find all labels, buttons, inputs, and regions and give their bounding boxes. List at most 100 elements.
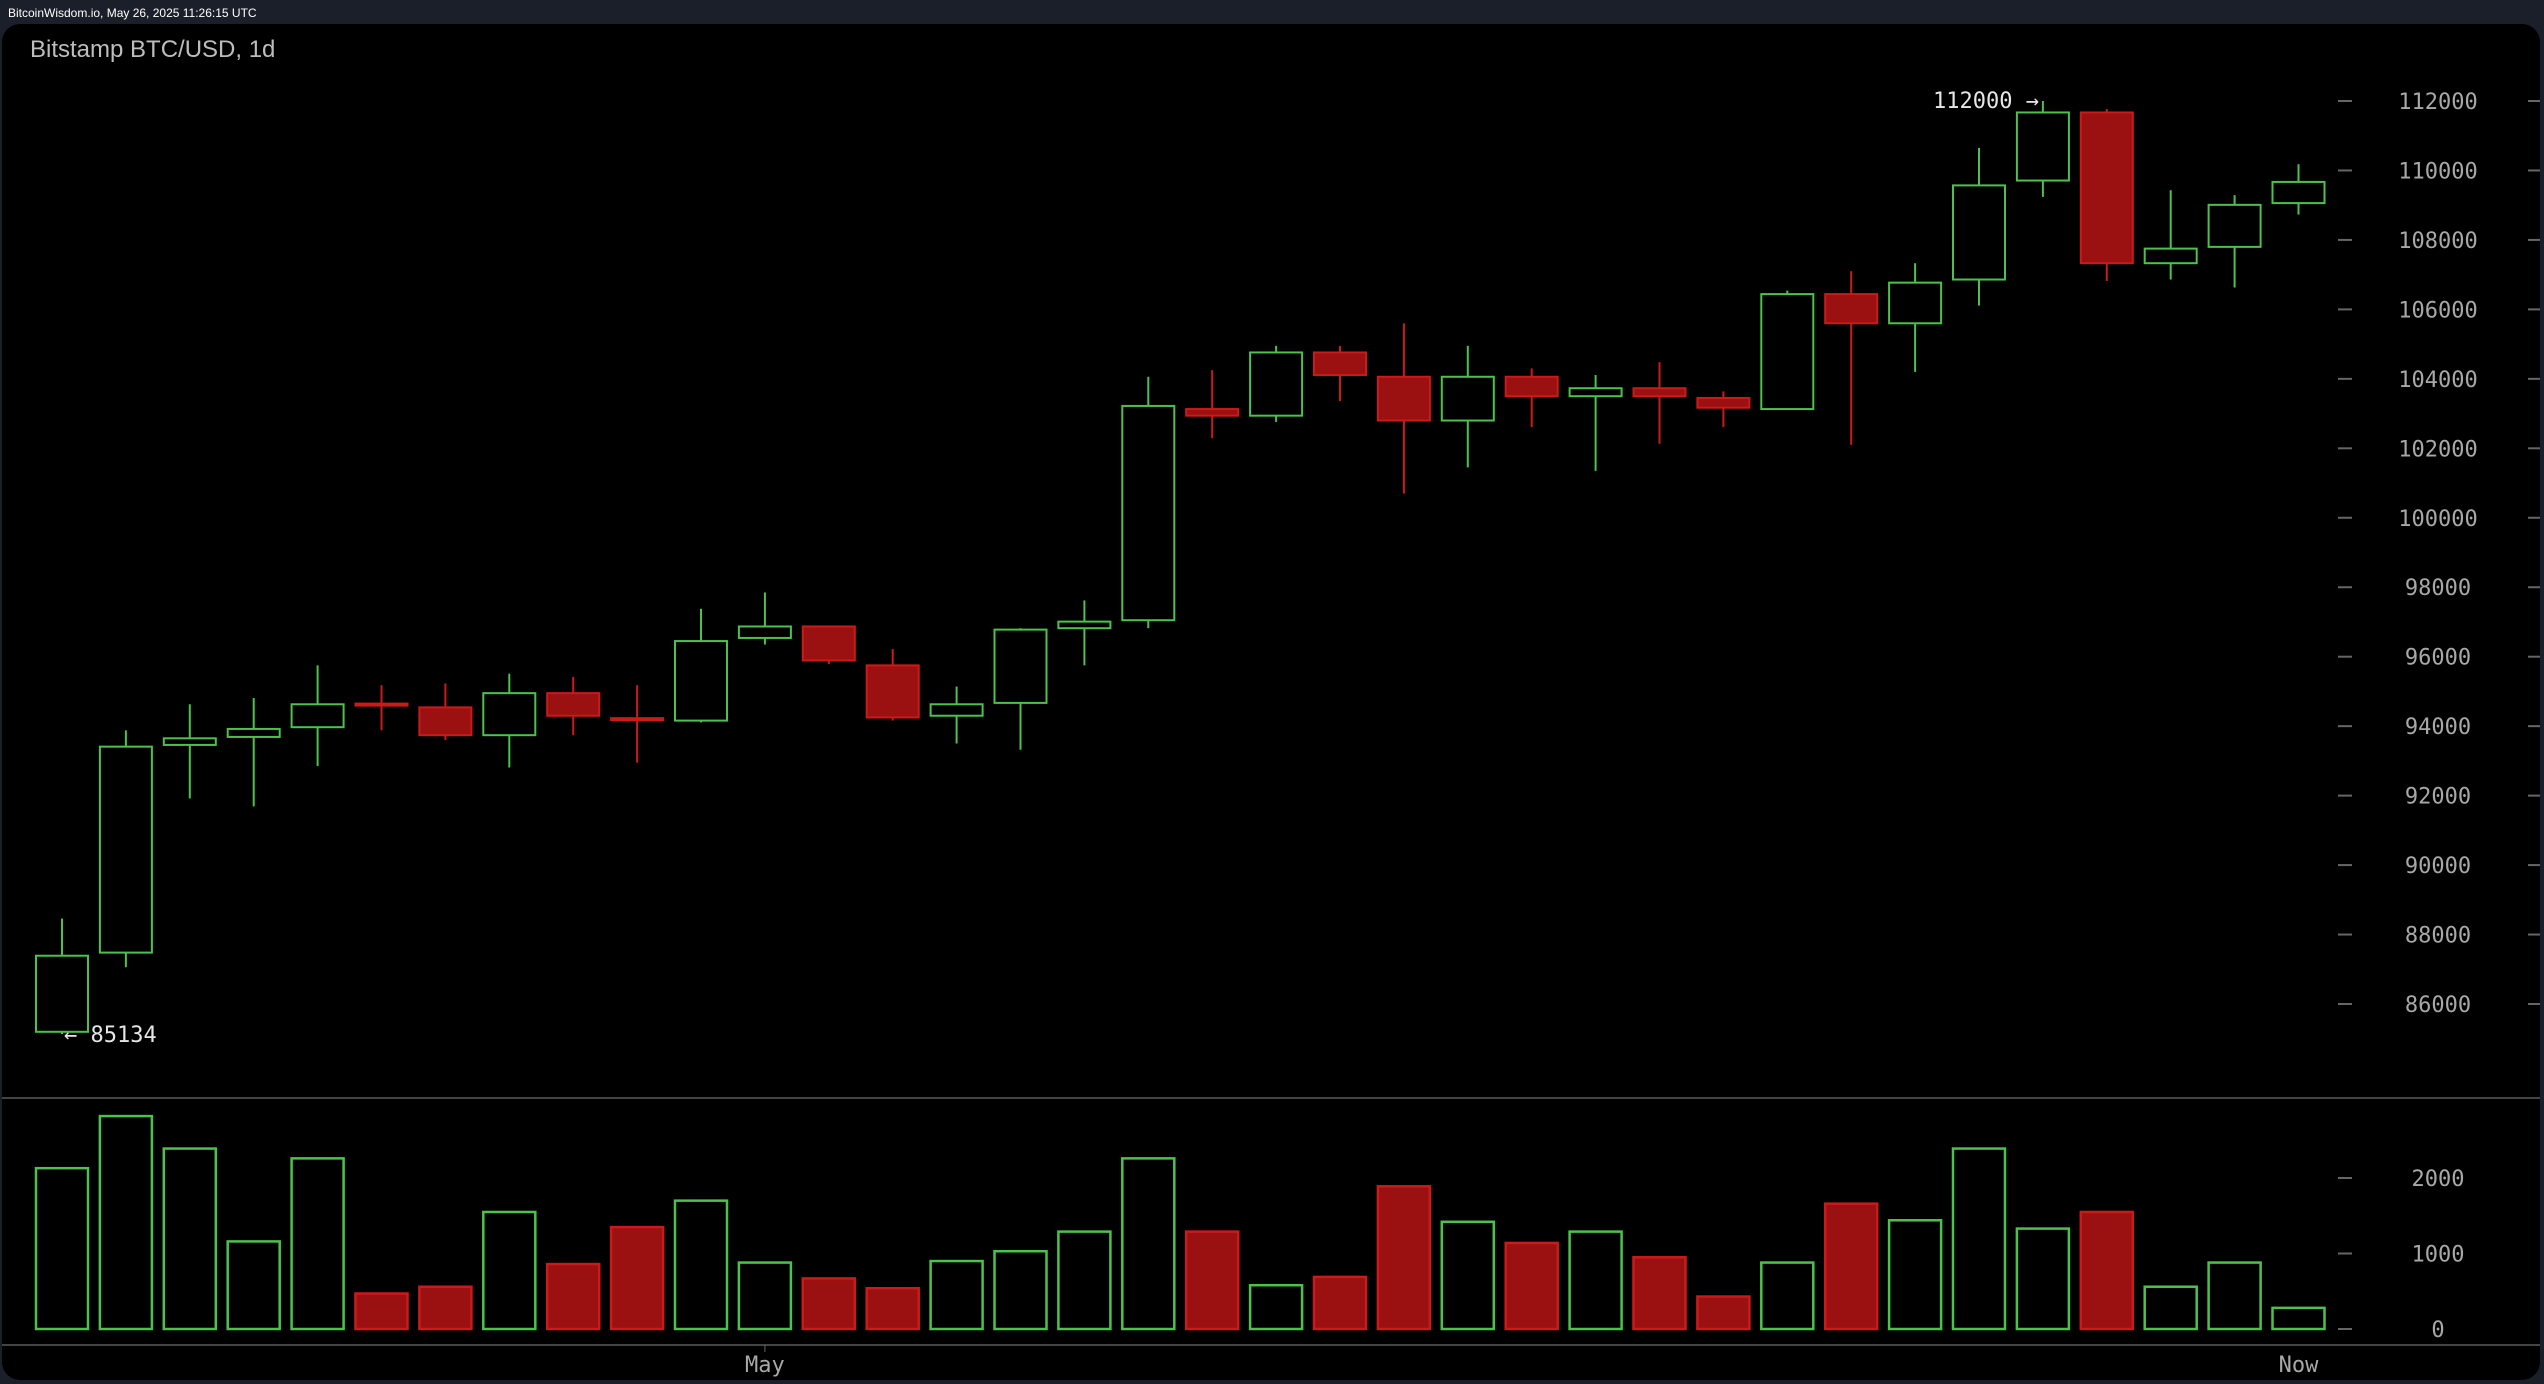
bullish-candle[interactable] xyxy=(98,730,153,968)
bullish-candle[interactable] xyxy=(1952,147,2006,306)
volume-bar-down[interactable] xyxy=(1632,1256,1687,1331)
source-timestamp: BitcoinWisdom.io, May 26, 2025 11:26:15 … xyxy=(8,6,257,20)
bullish-candle[interactable] xyxy=(1760,290,1815,411)
bullish-candle[interactable] xyxy=(1440,345,1495,468)
bullish-candle[interactable] xyxy=(35,918,89,1035)
candle-body xyxy=(2015,111,2070,182)
bearish-candle[interactable] xyxy=(1696,391,1751,428)
candle-body xyxy=(929,703,984,717)
bearish-candle[interactable] xyxy=(801,625,856,664)
candle-body xyxy=(801,625,856,662)
candle-body xyxy=(482,692,537,737)
bullish-candle[interactable] xyxy=(2271,164,2326,215)
volume-bar-down[interactable] xyxy=(801,1277,857,1331)
bearish-candle[interactable] xyxy=(1376,323,1431,494)
chart-title: Bitstamp BTC/USD, 1d xyxy=(30,36,276,63)
volume-bar-up[interactable] xyxy=(482,1210,537,1331)
volume-bar-up[interactable] xyxy=(2271,1306,2326,1331)
price-tick-label: 88000 xyxy=(2405,924,2471,949)
volume-bar-up[interactable] xyxy=(1057,1230,1112,1331)
volume-bar-down[interactable] xyxy=(1376,1185,1432,1331)
volume-bar-down[interactable] xyxy=(1696,1295,1751,1331)
candle-body xyxy=(674,640,728,722)
volume-bar-up[interactable] xyxy=(34,1166,90,1331)
bearish-candle[interactable] xyxy=(1824,271,1879,445)
bullish-candle[interactable] xyxy=(290,665,345,767)
candle-body xyxy=(1760,293,1815,411)
bullish-candle[interactable] xyxy=(737,592,792,645)
bullish-candle[interactable] xyxy=(226,698,281,807)
volume-bar-up[interactable] xyxy=(1121,1157,1176,1331)
bearish-candle[interactable] xyxy=(418,683,473,741)
candle-body xyxy=(418,706,473,737)
candle-body xyxy=(162,737,217,746)
volume-bar-up[interactable] xyxy=(1887,1219,1943,1331)
volume-bar-up[interactable] xyxy=(1248,1283,1304,1331)
volume-bar-up[interactable] xyxy=(1760,1261,1815,1331)
bearish-candle[interactable] xyxy=(865,649,920,721)
volume-bar-up[interactable] xyxy=(1568,1230,1623,1331)
bullish-candle[interactable] xyxy=(1568,375,1623,471)
volume-bar-up[interactable] xyxy=(673,1199,729,1331)
volume-bar-down[interactable] xyxy=(2079,1210,2135,1331)
volume-bar-up[interactable] xyxy=(929,1259,984,1331)
candle-body xyxy=(1952,184,2006,281)
volume-bar-up[interactable] xyxy=(1951,1147,2007,1331)
bearish-candle[interactable] xyxy=(1504,368,1559,428)
price-tick-label: 100000 xyxy=(2398,507,2477,532)
volume-bar-up[interactable] xyxy=(2143,1285,2198,1331)
volume-bar-down[interactable] xyxy=(865,1286,920,1331)
volume-bar-down[interactable] xyxy=(545,1262,601,1331)
bullish-candle[interactable] xyxy=(1121,376,1176,629)
price-tick-label: 98000 xyxy=(2405,576,2471,601)
volume-bar-down[interactable] xyxy=(354,1292,409,1331)
price-tick-label: 94000 xyxy=(2405,715,2471,740)
volume-bar-down[interactable] xyxy=(1184,1230,1240,1331)
bullish-candle[interactable] xyxy=(674,608,728,723)
bearish-candle[interactable] xyxy=(610,685,665,763)
bullish-candle[interactable] xyxy=(993,628,1048,750)
candle-body xyxy=(610,717,665,722)
volume-bar-up[interactable] xyxy=(737,1261,793,1331)
volume-bar-up[interactable] xyxy=(1440,1220,1496,1331)
bearish-candle[interactable] xyxy=(354,685,409,731)
bullish-candle[interactable] xyxy=(2207,195,2262,288)
candle-body xyxy=(2207,203,2262,248)
volume-bar-down[interactable] xyxy=(1312,1275,1368,1331)
volume-bar-up[interactable] xyxy=(2015,1227,2071,1331)
bullish-candle[interactable] xyxy=(2143,190,2198,280)
bearish-candle[interactable] xyxy=(1632,362,1687,444)
volume-bar-up[interactable] xyxy=(98,1114,154,1331)
bullish-candle[interactable] xyxy=(1888,263,1943,372)
bearish-candle[interactable] xyxy=(1313,345,1367,402)
volume-tick-label: 2000 xyxy=(2412,1167,2465,1192)
price-tick-label: 112000 xyxy=(2398,90,2477,115)
chart-panel: Bitstamp BTC/USD, 1d 112000 110000 108000 1… xyxy=(2,24,2540,1380)
candle-body xyxy=(1057,620,1112,630)
bullish-candle[interactable] xyxy=(2015,101,2070,197)
bearish-candle[interactable] xyxy=(1185,370,1240,439)
volume-bar-up[interactable] xyxy=(162,1147,218,1331)
volume-bar-down[interactable] xyxy=(1823,1202,1879,1331)
bearish-candle[interactable] xyxy=(2079,108,2134,281)
bullish-candle[interactable] xyxy=(1249,345,1304,422)
bullish-candle[interactable] xyxy=(1057,600,1112,666)
bullish-candle[interactable] xyxy=(929,686,984,744)
volume-bar-down[interactable] xyxy=(609,1225,665,1331)
candle-body xyxy=(546,692,601,717)
candle-body xyxy=(2079,111,2134,265)
bullish-candle[interactable] xyxy=(482,673,537,768)
candle-body xyxy=(1696,396,1751,409)
volume-bar-down[interactable] xyxy=(1504,1241,1559,1331)
price-tick-label: 86000 xyxy=(2405,993,2471,1018)
volume-bar-up[interactable] xyxy=(290,1157,345,1331)
candlestick-chart[interactable]: 112000 110000 108000 106000 104000 102000 1000… xyxy=(2,24,2540,1380)
volume-bar-up[interactable] xyxy=(226,1240,281,1331)
candle-body xyxy=(865,664,920,719)
bullish-candle[interactable] xyxy=(162,704,217,799)
candle-body xyxy=(1376,375,1431,422)
volume-bar-up[interactable] xyxy=(2207,1261,2262,1331)
volume-bar-down[interactable] xyxy=(418,1285,473,1331)
bearish-candle[interactable] xyxy=(546,676,601,736)
volume-bar-up[interactable] xyxy=(993,1249,1048,1331)
